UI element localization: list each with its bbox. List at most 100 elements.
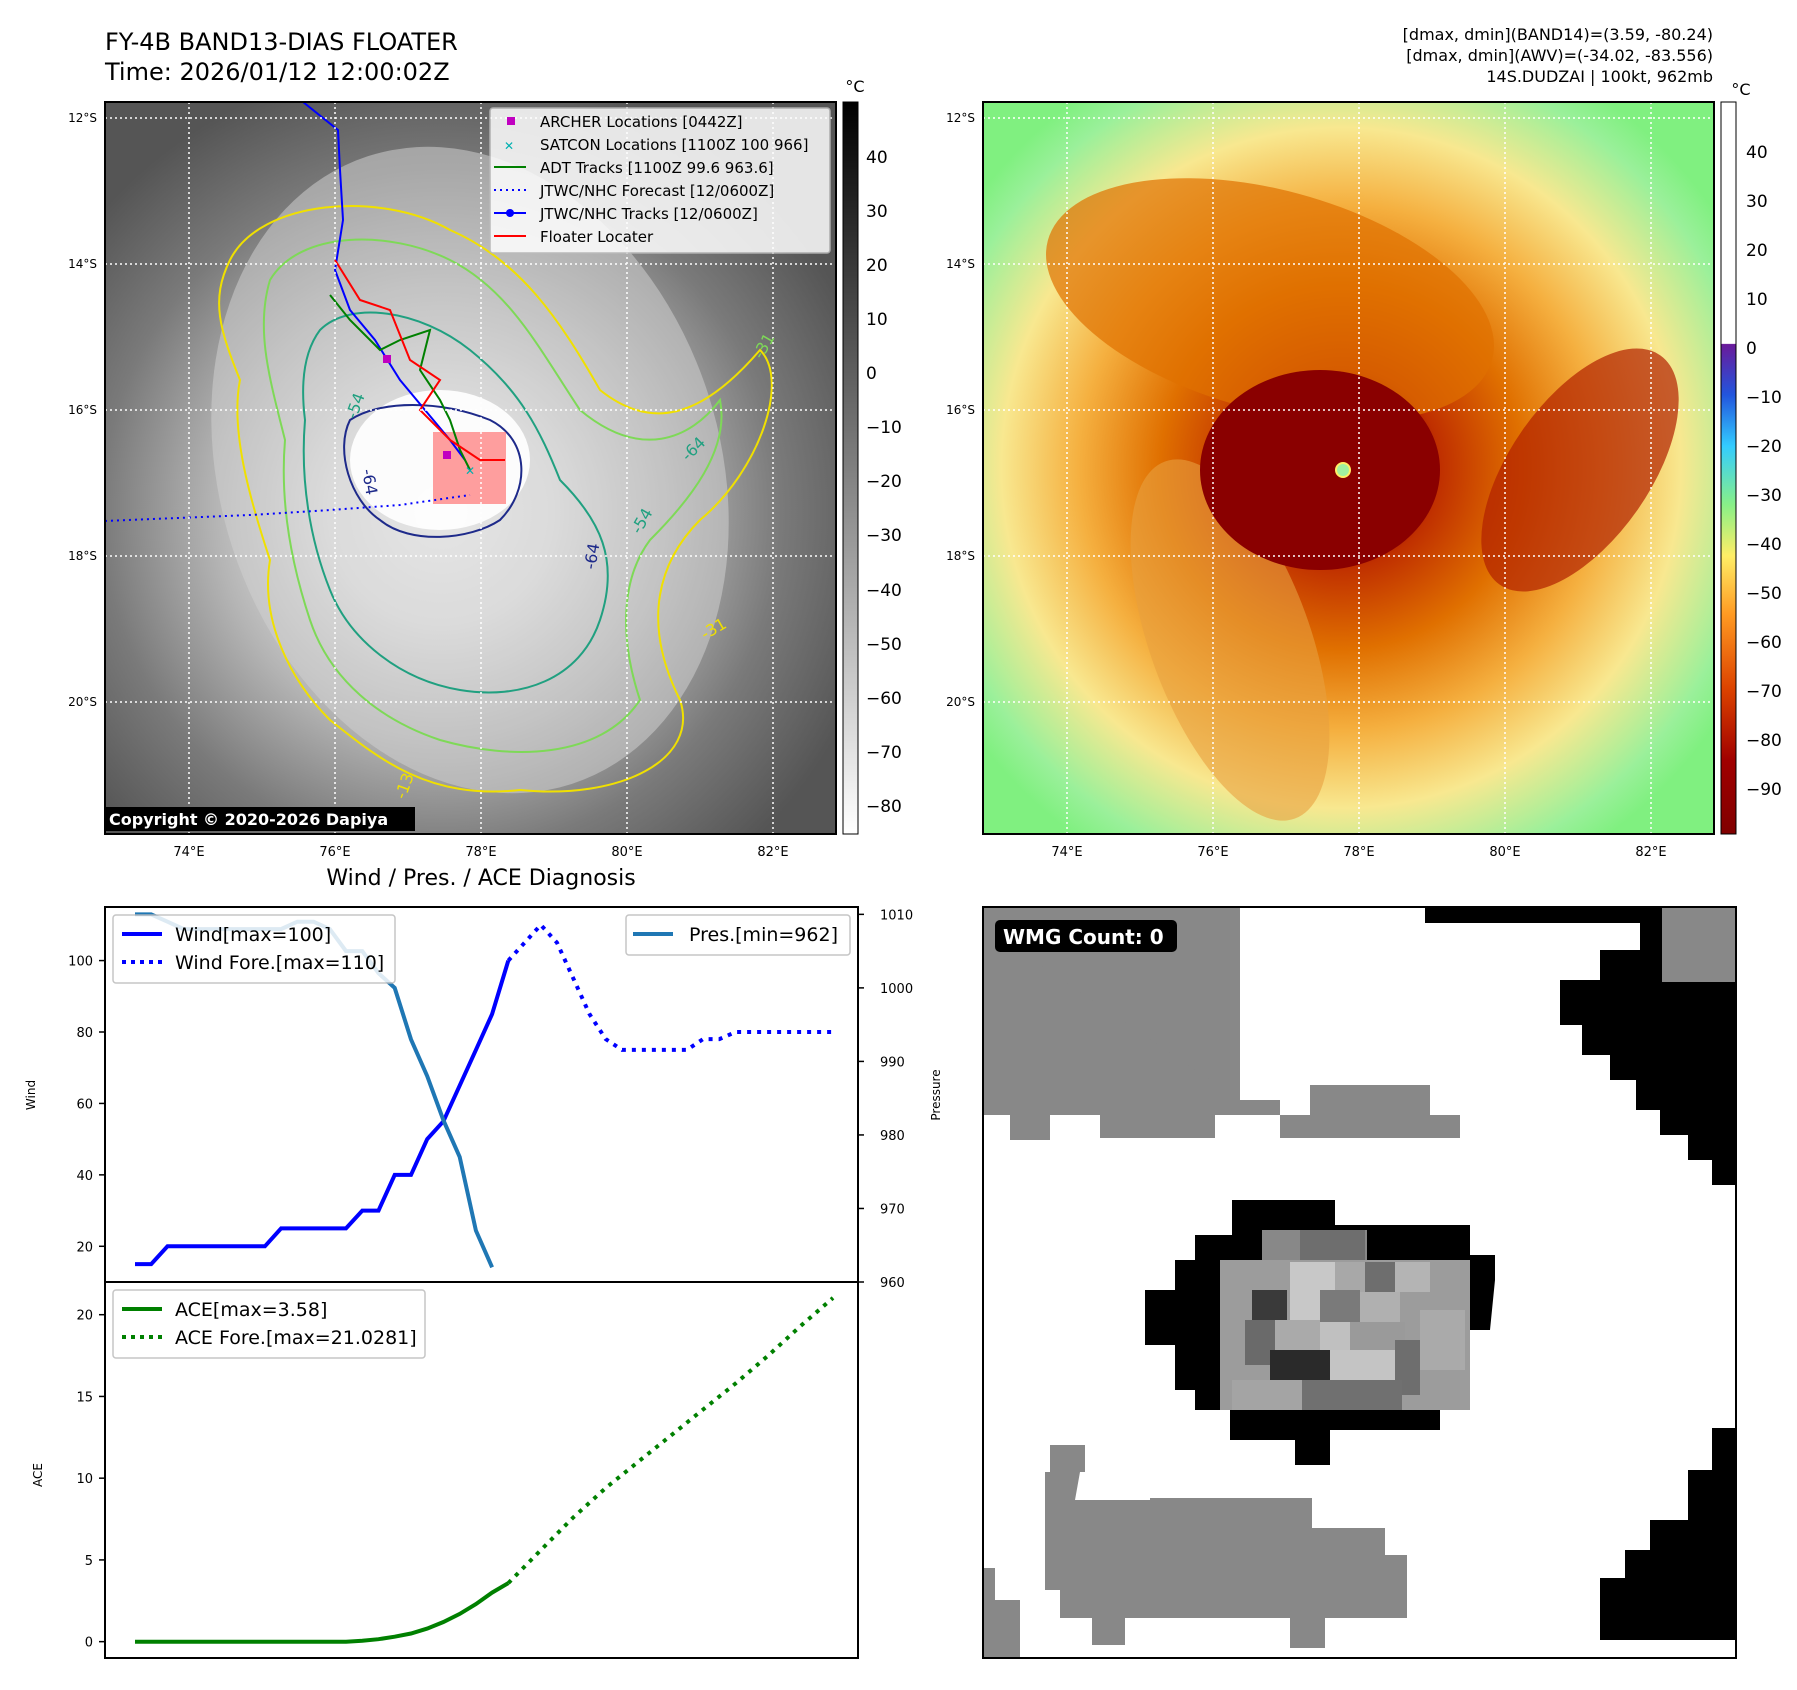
legend-item-jtwc-forecast: JTWC/NHC Forecast [12/0600Z] [494,182,774,200]
wmg-count-label: WMG Count: 0 [1003,925,1164,949]
archer-location-marker [383,355,391,363]
floater-track-line [334,259,505,461]
lat-label: 16°S [946,403,975,417]
wmg-pixel [1232,1380,1302,1410]
colorbar-tick: −40 [1746,535,1782,555]
lat-label: 12°S [946,111,975,125]
legend-label: JTWC/NHC Tracks [12/0600Z] [539,205,758,223]
satcon-location-marker: ✕ [465,464,475,478]
colorbar-unit: °C [845,77,864,96]
colorbar-tick: 0 [866,364,877,384]
wmg-pixel [1330,1350,1395,1380]
wind-tick-label: 80 [76,1026,93,1041]
contour-yellow [218,205,773,793]
wind-forecast-legend-label: Wind Fore.[max=110] [175,952,384,974]
legend-item-satcon: ✕ SATCON Locations [1100Z 100 966] [504,136,808,154]
wind-legend-box [112,914,396,984]
colorbar-tick: −30 [1746,486,1782,506]
wind-tick-label: 20 [76,1240,93,1255]
wind-tick-label: 100 [68,955,93,970]
wind-tick-label: 60 [76,1097,93,1112]
lat-label: 18°S [946,549,975,563]
colorbar-unit: °C [1731,80,1750,99]
colorbar-tick: −80 [866,797,902,817]
pressure-axis-label: Pressure [929,1069,943,1120]
spiral-band [1046,178,1494,422]
colorbar-left-gradient [842,101,859,835]
legend-label: Floater Locater [540,228,654,246]
colorbar-tick: 30 [1746,192,1768,212]
colorbar-tick: −40 [866,581,902,601]
legend-label: ADT Tracks [1100Z 99.6 963.6] [540,159,774,177]
pressure-y-ticks: 960 970 980 990 1000 1010 [858,908,913,1291]
lat-label: 12°S [68,111,97,125]
legend-item-archer: ARCHER Locations [0442Z] [507,113,743,131]
colorbar-tick: −30 [866,526,902,546]
satcon-legend-icon: ✕ [504,139,514,153]
info-awv: [dmax, dmin](AWV)=(-34.02, -83.556) [1406,46,1713,65]
lat-label: 18°S [68,549,97,563]
ace-plot-frame [104,1281,859,1659]
wmg-cloud-region [1050,1445,1085,1472]
colorbar-tick: −50 [866,635,902,655]
colorbar-tick: −70 [866,743,902,763]
colorbar-tick: 10 [866,310,888,330]
pressure-legend-label: Pres.[min=962] [689,924,838,946]
wmg-cloud-region [983,1600,1020,1658]
colorbar-tick: −90 [1746,780,1782,800]
contour-lightgreen [262,238,723,753]
wmg-panel: WMG Count: 0 [982,906,1737,1659]
colorbar-left: °C 40 30 20 10 0 −10 −20 −30 −40 −50 −60… [842,77,902,835]
colorbar-tick: −20 [866,472,902,492]
legend-label: SATCON Locations [1100Z 100 966] [540,136,808,154]
series-line-ace [135,1581,510,1644]
pressure-tick-label: 990 [880,1055,905,1070]
lat-label: 20°S [946,695,975,709]
legend-item-jtwc-tracks: JTWC/NHC Tracks [12/0600Z] [494,205,758,223]
ace-legend: ACE[max=3.58] ACE Fore.[max=21.0281] [112,1289,426,1359]
info-band14: [dmax, dmin](BAND14)=(3.59, -80.24) [1403,25,1713,44]
wind-axis-label: Wind [24,1080,38,1110]
storm-eye [1335,462,1351,478]
wmg-pixel [1300,1230,1365,1260]
ace-panel: ACE 0 5 10 15 20 ACE[max=3.58] ACE Fore.[max… [31,1281,859,1659]
wmg-pixel [1252,1290,1287,1320]
figure-time: Time: 2026/01/12 12:00:02Z [104,58,450,86]
wmg-pixel [1320,1322,1350,1350]
series-line-wind [135,960,511,1267]
track-legend-box [489,107,831,254]
wmg-pixel [1395,1262,1430,1292]
lon-label: 76°E [1197,845,1228,860]
legend-item-adt: ADT Tracks [1100Z 99.6 963.6] [494,159,774,177]
lon-label: 80°E [611,845,642,860]
wmg-cloud-region [1040,965,1460,1138]
wmg-pixel [1302,1380,1402,1410]
colorbar-tick: −70 [1746,682,1782,702]
pressure-legend: Pres.[min=962] [625,914,851,956]
wind-legend: Wind[max=100] Wind Fore.[max=110] [112,914,396,984]
jtwc-forecast-line [105,494,471,522]
legend-label: ARCHER Locations [0442Z] [540,113,743,131]
ace-legend-label: ACE[max=3.58] [175,1299,327,1321]
enhanced-map-panel: 12°S 14°S 16°S 18°S 20°S 74°E 76°E 78°E … [946,101,1715,860]
wmg-pixel [1305,1350,1330,1380]
ace-series [135,1296,835,1644]
wmg-pixel [1365,1262,1395,1292]
ace-tick-label: 10 [76,1472,93,1487]
enhanced-map-frame [982,101,1715,835]
ace-forecast-legend-label: ACE Fore.[max=21.0281] [175,1327,417,1349]
colorbar-right-gradient [1720,101,1737,835]
storm-core [1200,370,1440,570]
archer-location-marker [443,451,451,459]
wmg-core-mosaic [1220,1230,1470,1410]
ir-map-frame [104,101,837,835]
spiral-band [1481,348,1679,592]
figure-title: FY-4B BAND13-DIAS FLOATER [105,28,458,56]
colorbar-tick: −60 [866,689,902,709]
colorbar-tick: 40 [866,148,888,168]
diagnosis-title: Wind / Pres. / ACE Diagnosis [326,866,635,891]
ace-tick-label: 20 [76,1309,93,1324]
wmg-pixel [1320,1290,1360,1322]
adt-track-line [329,294,471,471]
